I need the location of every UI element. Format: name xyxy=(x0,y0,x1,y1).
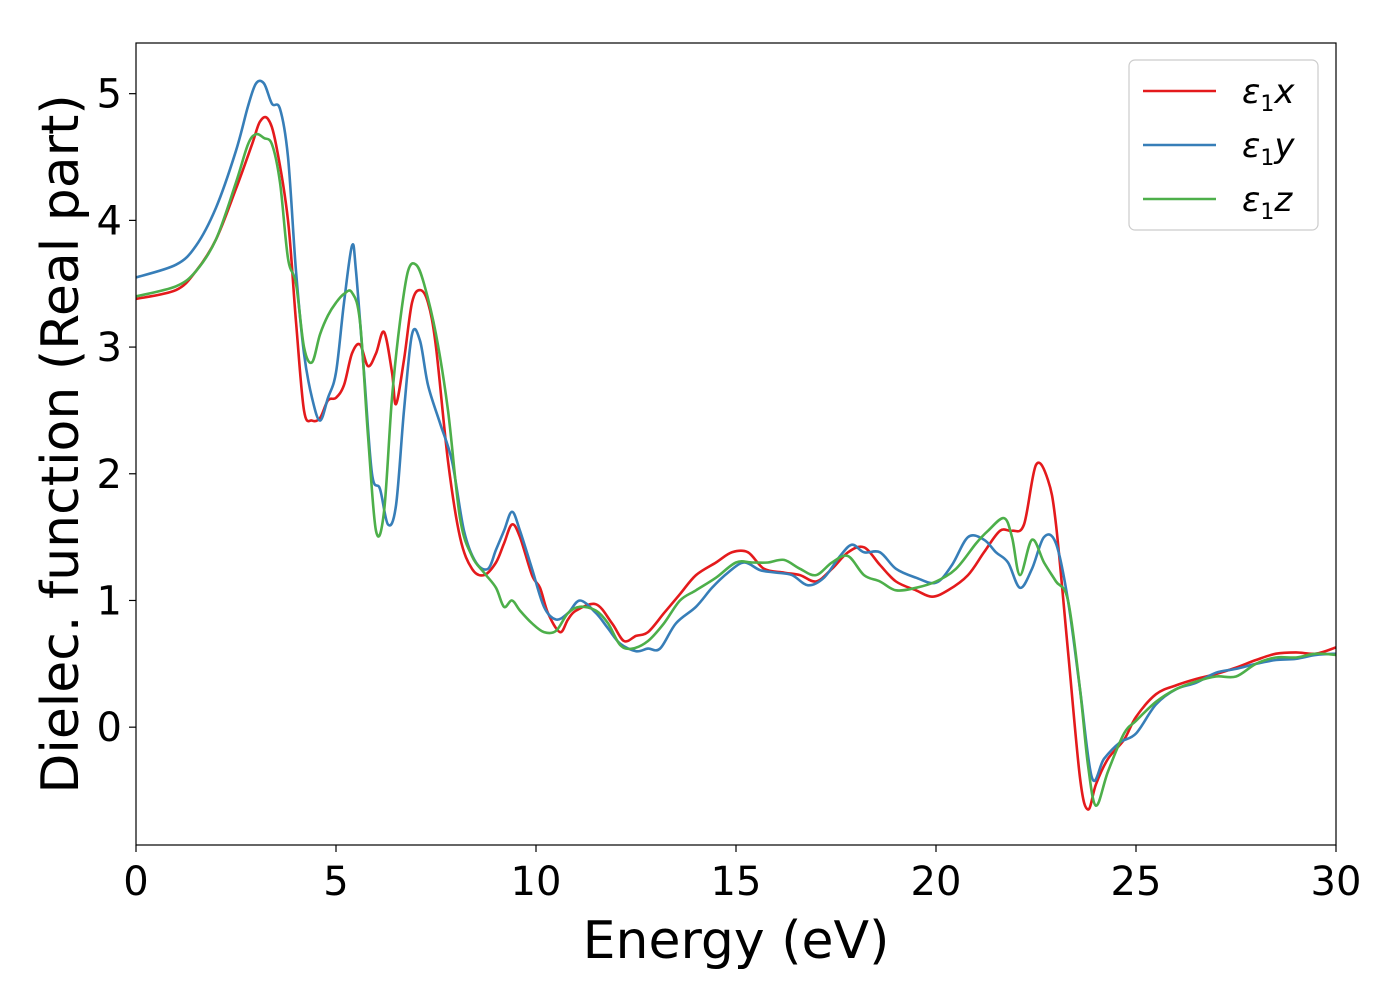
y-tick-label: 5 xyxy=(97,72,122,118)
y-tick-label: 0 xyxy=(97,705,122,751)
series-line-x xyxy=(136,115,1336,811)
legend-label: ε1z xyxy=(1242,180,1293,225)
legend-entry-x: ε1x xyxy=(1143,72,1295,117)
y-tick-label: 3 xyxy=(97,325,122,371)
x-axis-label: Energy (eV) xyxy=(583,911,890,971)
y-tick-label: 1 xyxy=(97,578,122,624)
series-layer xyxy=(136,79,1336,811)
legend: ε1x ε1y ε1z xyxy=(1128,59,1319,231)
legend-label: ε1y xyxy=(1242,126,1295,171)
x-tick-label: 25 xyxy=(1111,859,1162,905)
x-tick-label: 10 xyxy=(511,859,562,905)
x-axis: 0 5 10 15 20 25 30 xyxy=(123,845,1361,905)
y-axis-label: Dielec. function (Real part) xyxy=(31,94,91,793)
legend-entry-y: ε1y xyxy=(1143,126,1295,171)
y-tick-label: 4 xyxy=(97,198,122,244)
y-tick-label: 2 xyxy=(97,452,122,498)
series-line-z xyxy=(136,132,1336,808)
x-tick-label: 15 xyxy=(711,859,762,905)
y-axis: 0 1 2 3 4 5 xyxy=(97,72,136,751)
x-tick-label: 20 xyxy=(911,859,962,905)
legend-entry-z: ε1z xyxy=(1143,180,1293,225)
x-tick-label: 30 xyxy=(1311,859,1362,905)
legend-label: ε1x xyxy=(1242,72,1295,117)
x-tick-label: 5 xyxy=(323,859,348,905)
legend-box xyxy=(1128,59,1319,231)
x-tick-label: 0 xyxy=(123,859,148,905)
